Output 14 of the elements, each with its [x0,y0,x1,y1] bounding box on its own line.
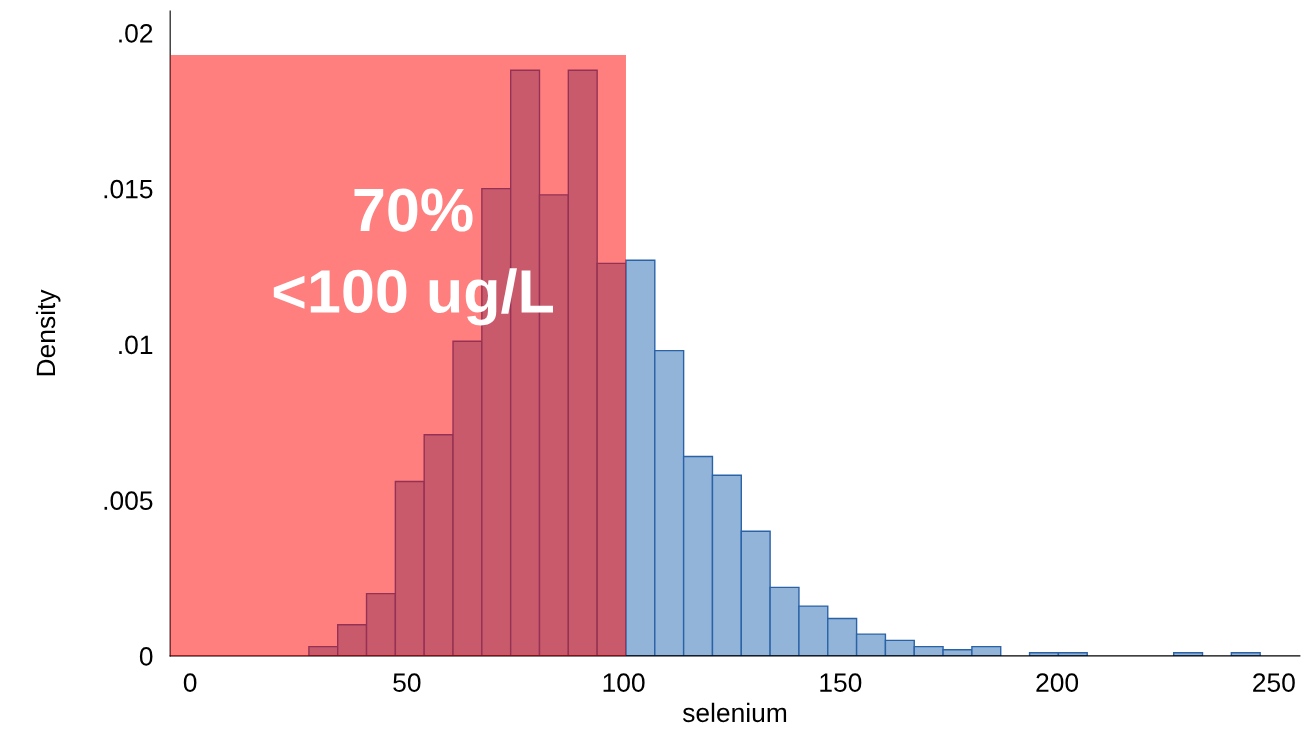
y-tick-label: .01 [119,335,153,355]
y-tick-label: 0 [139,647,153,666]
y-axis-title: Density [35,289,61,376]
x-tick-label: 250 [1253,673,1295,692]
y-tick-label: .015 [104,179,153,199]
y-tick-label: .005 [104,491,153,510]
annotation: 70% <100 ug/L [273,188,553,326]
x-tick-label: 0 [183,673,197,692]
x-tick-label: 150 [820,673,862,692]
x-axis-title: selenium [682,702,787,723]
x-tick-label: 50 [393,673,421,692]
x-tick-label: 200 [1036,673,1079,692]
x-tick-label: 100 [603,673,645,692]
y-tick-label: .02 [119,24,153,43]
